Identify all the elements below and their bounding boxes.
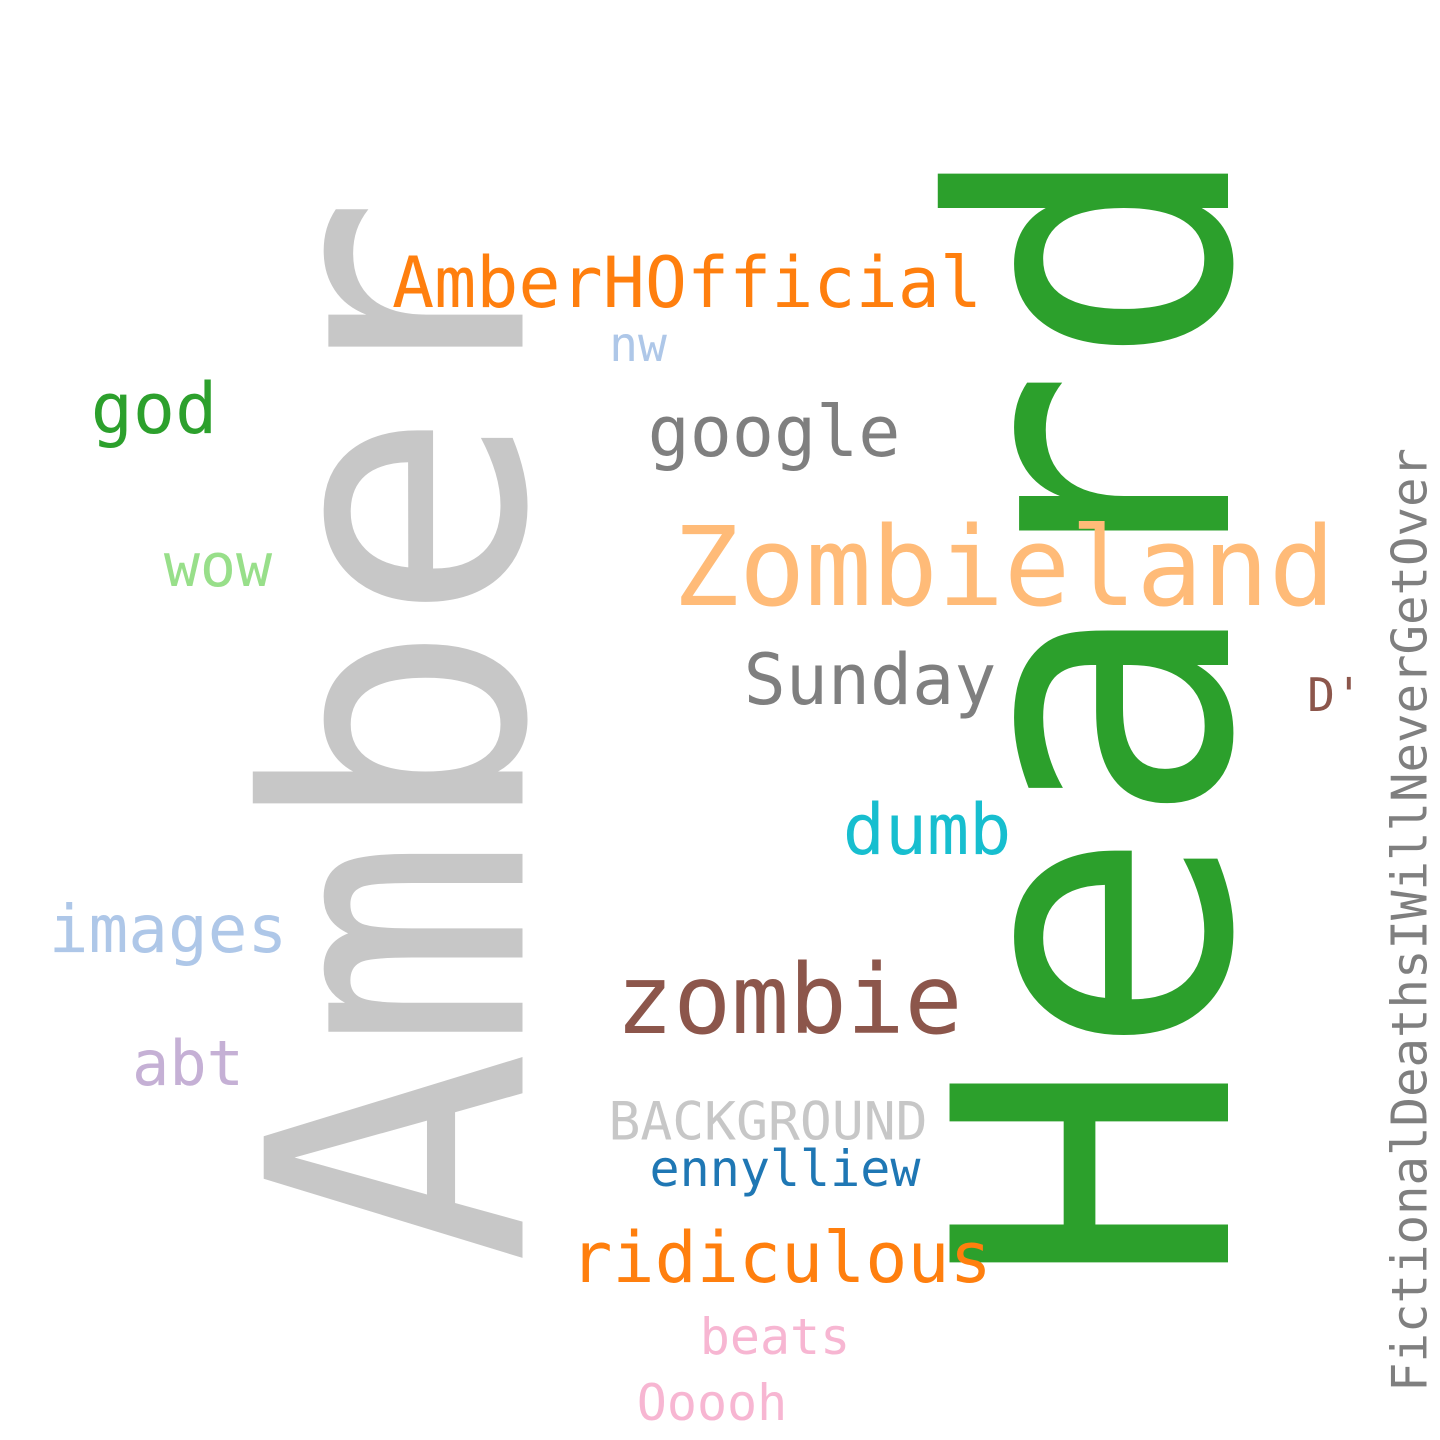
word-nw: nw: [609, 317, 667, 373]
word-ridiculous: ridiculous: [570, 1217, 992, 1299]
word-amberhofficial: AmberHOfficial: [391, 242, 983, 324]
word-god: god: [90, 368, 218, 450]
word-ennylliew: ennylliew: [649, 1140, 921, 1198]
word-fictionaldeathsiwillnevergetover: FictionalDeathsIWillNeverGetOver: [1381, 447, 1439, 1393]
word-background: BACKGROUND: [608, 1091, 928, 1153]
word-zombieland: Zombieland: [672, 503, 1336, 631]
word-sunday: Sunday: [743, 639, 997, 721]
word-dumb: dumb: [842, 789, 1012, 871]
word-wow: wow: [163, 531, 273, 601]
word-amber: Amber: [192, 195, 607, 1265]
word-abt: abt: [132, 1027, 244, 1100]
word-beats: beats: [699, 1308, 851, 1366]
word-d-apos: D': [1307, 668, 1363, 722]
word-google: google: [647, 391, 901, 473]
word-images: images: [48, 891, 288, 968]
word-zombie: zombie: [615, 944, 963, 1056]
word-ooooh: Ooooh: [636, 1374, 788, 1432]
